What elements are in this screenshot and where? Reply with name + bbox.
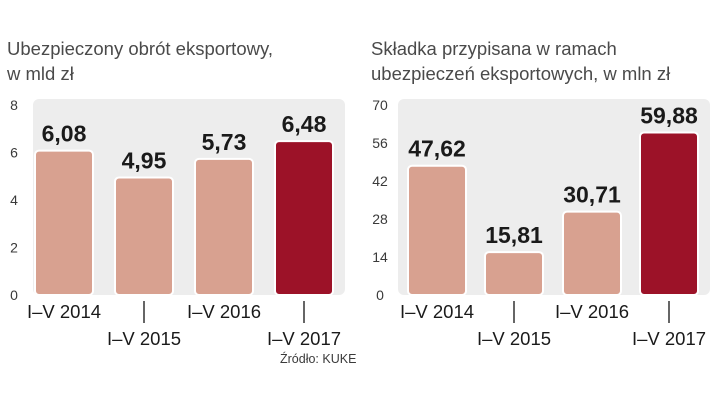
chart-2-ytick-label: 0	[376, 287, 384, 303]
chart-2-value-label-1: 47,62	[408, 136, 466, 162]
chart-2-title: Składka przypisana w ramach ubezpieczeń …	[371, 36, 670, 86]
chart-2-value-label-4: 59,88	[640, 102, 698, 128]
chart-2-category-label-3: I–V 2016	[555, 301, 629, 322]
chart-2-bar-1	[407, 164, 467, 296]
chart-1-value-label-3: 5,73	[202, 129, 247, 155]
chart-1-title: Ubezpieczony obrót eksportowy, w mld zł	[7, 36, 273, 86]
chart-2-ytick-label: 70	[372, 97, 388, 113]
chart-1-value-label-2: 4,95	[122, 147, 167, 173]
chart-1-title-line-1: Ubezpieczony obrót eksportowy,	[7, 38, 273, 59]
chart-1-ytick-label: 0	[10, 287, 18, 303]
chart-1-ytick-label: 2	[10, 240, 18, 256]
chart-2-category-label-2: I–V 2015	[477, 328, 551, 349]
chart-1-bar-1	[34, 149, 94, 296]
chart-1-bar-4	[274, 140, 334, 296]
chart-2-title-line-1: Składka przypisana w ramach	[371, 38, 617, 59]
chart-1-ytick-label: 4	[10, 192, 18, 208]
chart-1-ytick-label: 6	[10, 145, 18, 161]
chart-1-value-label-4: 6,48	[282, 111, 327, 137]
chart-2-title-line-2: ubezpieczeń eksportowych, w mln zł	[371, 63, 671, 84]
chart-1-category-label-2: I–V 2015	[107, 328, 181, 349]
chart-1-category-label-1: I–V 2014	[27, 301, 101, 322]
chart-2-bar-2	[484, 251, 544, 296]
chart-1-export-turnover: 0 2 4 6 8 6,08 I–V 2014 4,95 I–V 2015 5,73 I–V 201…	[10, 97, 345, 349]
chart-2-bar-4	[639, 131, 699, 296]
chart-1-plot-area	[33, 99, 345, 295]
chart-2-ytick-label: 56	[372, 135, 388, 151]
chart-1-title-line-2: w mld zł	[7, 63, 74, 84]
chart-2-value-label-2: 15,81	[485, 222, 543, 248]
chart-2-ytick-label: 42	[372, 173, 388, 189]
chart-2-value-label-3: 30,71	[563, 182, 621, 208]
chart-1-bar-3	[194, 157, 254, 296]
chart-1-category-label-3: I–V 2016	[187, 301, 261, 322]
source-note: Źródło: KUKE	[280, 352, 357, 366]
chart-1-bar-2	[114, 176, 174, 296]
chart-2-category-label-1: I–V 2014	[400, 301, 474, 322]
chart-2-bar-3	[562, 210, 622, 296]
chart-1-category-label-4: I–V 2017	[267, 328, 341, 349]
chart-2-plot-area	[398, 99, 710, 295]
chart-2-category-label-4: I–V 2017	[632, 328, 706, 349]
chart-1-value-label-1: 6,08	[42, 121, 87, 147]
chart-2-ytick-label: 28	[372, 211, 388, 227]
chart-2-ytick-label: 14	[372, 249, 388, 265]
chart-1-ytick-label: 8	[10, 97, 18, 113]
